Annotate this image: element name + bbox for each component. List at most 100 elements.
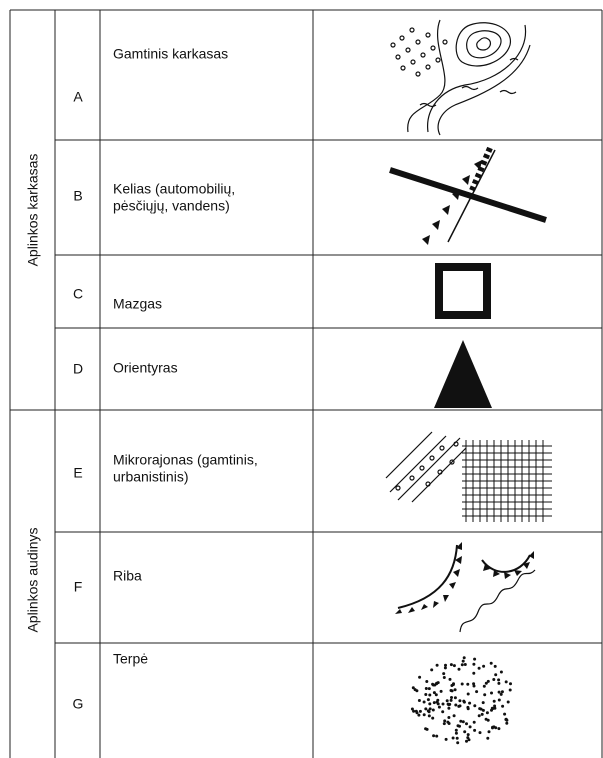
- symbol-stroke: [458, 699, 461, 702]
- symbol-stroke: [462, 720, 465, 723]
- symbol-stroke: [505, 722, 508, 725]
- symbol-stroke: [478, 714, 481, 717]
- symbol-stroke: [418, 676, 421, 679]
- symbol-stroke: [479, 731, 482, 734]
- symbol-stroke: [425, 687, 428, 690]
- row-code: G: [73, 696, 84, 712]
- symbol-stroke: [438, 706, 441, 709]
- symbol-medium: [411, 656, 512, 744]
- symbol-stroke: [485, 718, 488, 721]
- symbol-stroke: [428, 710, 431, 713]
- symbol-stroke: [467, 693, 470, 696]
- symbol-stroke: [432, 709, 435, 712]
- symbol-stroke: [435, 693, 438, 696]
- symbol-stroke: [481, 713, 484, 716]
- symbol-stroke: [465, 740, 468, 743]
- symbol-stroke: [466, 736, 469, 739]
- symbol-stroke: [461, 683, 464, 686]
- symbol-stroke: [452, 682, 455, 685]
- symbol-stroke: [417, 714, 420, 717]
- symbol-stroke: [418, 699, 421, 702]
- symbol-stroke: [461, 663, 464, 666]
- symbol-stroke: [457, 705, 460, 708]
- symbol-stroke: [428, 687, 431, 690]
- symbol-stroke: [493, 700, 496, 703]
- symbol-boundary: [395, 542, 535, 632]
- symbol-stroke: [505, 680, 508, 683]
- symbol-stroke: [497, 727, 500, 730]
- symbol-table: Aplinkos karkasas Aplinkos audinys A Gam…: [0, 0, 603, 758]
- symbol-stroke: [466, 706, 469, 709]
- row-name: Mazgas: [113, 296, 162, 312]
- symbol-stroke: [450, 696, 453, 699]
- symbol-stroke: [454, 696, 457, 699]
- symbol-stroke: [456, 741, 459, 744]
- symbol-stroke: [494, 673, 497, 676]
- symbol-stroke: [472, 682, 475, 685]
- row-name: pėsčiųjų, vandens): [113, 198, 230, 214]
- symbol-stroke: [431, 683, 434, 686]
- symbol-stroke: [442, 703, 445, 706]
- row-code: D: [73, 361, 83, 377]
- symbol-stroke: [453, 664, 456, 667]
- symbol-stroke: [490, 662, 493, 665]
- symbol-stroke: [446, 699, 449, 702]
- symbol-stroke: [447, 703, 450, 706]
- symbol-stroke: [426, 728, 429, 731]
- symbol-stroke: [436, 664, 439, 667]
- row-name: Gamtinis karkasas: [113, 46, 228, 62]
- symbol-stroke: [475, 690, 478, 693]
- symbol-node: [439, 267, 487, 315]
- symbol-stroke: [486, 711, 489, 714]
- symbol-stroke: [416, 711, 419, 714]
- symbol-stroke: [450, 689, 453, 692]
- symbol-stroke: [507, 701, 510, 704]
- symbol-stroke: [446, 721, 449, 724]
- symbol-stroke: [432, 734, 435, 737]
- symbol-stroke: [462, 660, 465, 663]
- symbol-stroke: [431, 717, 434, 720]
- symbol-stroke: [459, 720, 462, 723]
- symbol-stroke: [500, 693, 503, 696]
- symbol-stroke: [455, 729, 458, 732]
- row-code: E: [73, 465, 82, 481]
- symbol-stroke: [486, 737, 489, 740]
- group-label: Aplinkos karkasas: [25, 154, 41, 267]
- symbol-stroke: [465, 722, 468, 725]
- symbol-natural-framework: [391, 20, 530, 135]
- symbol-stroke: [509, 682, 512, 685]
- symbol-stroke: [429, 707, 432, 710]
- group-label: Aplinkos audinys: [25, 527, 41, 632]
- symbol-stroke: [473, 721, 476, 724]
- symbol-stroke: [437, 681, 440, 684]
- row-code: F: [74, 579, 83, 595]
- symbol-stroke: [491, 707, 494, 710]
- symbol-stroke: [458, 668, 461, 671]
- row-code: B: [73, 188, 82, 204]
- symbol-stroke: [443, 676, 446, 679]
- symbol-stroke: [450, 699, 453, 702]
- symbol-stroke: [427, 698, 430, 701]
- symbol-stroke: [494, 665, 497, 668]
- symbol-stroke: [491, 726, 494, 729]
- row-name: Kelias (automobilių,: [113, 181, 235, 197]
- symbol-stroke: [473, 704, 476, 707]
- symbol-stroke: [424, 693, 427, 696]
- symbol-stroke: [443, 722, 446, 725]
- row-name: Riba: [113, 568, 142, 584]
- symbol-stroke: [428, 702, 431, 705]
- symbol-stroke: [457, 724, 460, 727]
- symbol-stroke: [419, 710, 422, 713]
- symbol-stroke: [472, 672, 475, 675]
- symbol-stroke: [482, 709, 485, 712]
- symbol-stroke: [424, 707, 427, 710]
- symbol-stroke: [482, 665, 485, 668]
- symbol-stroke: [411, 708, 414, 711]
- symbol-stroke: [454, 704, 457, 707]
- symbol-stroke: [492, 678, 495, 681]
- row-name: urbanistinis): [113, 469, 188, 485]
- symbol-stroke: [444, 664, 447, 667]
- symbol-stroke: [500, 671, 503, 674]
- symbol-stroke: [472, 663, 475, 666]
- row-name: Terpė: [113, 651, 148, 667]
